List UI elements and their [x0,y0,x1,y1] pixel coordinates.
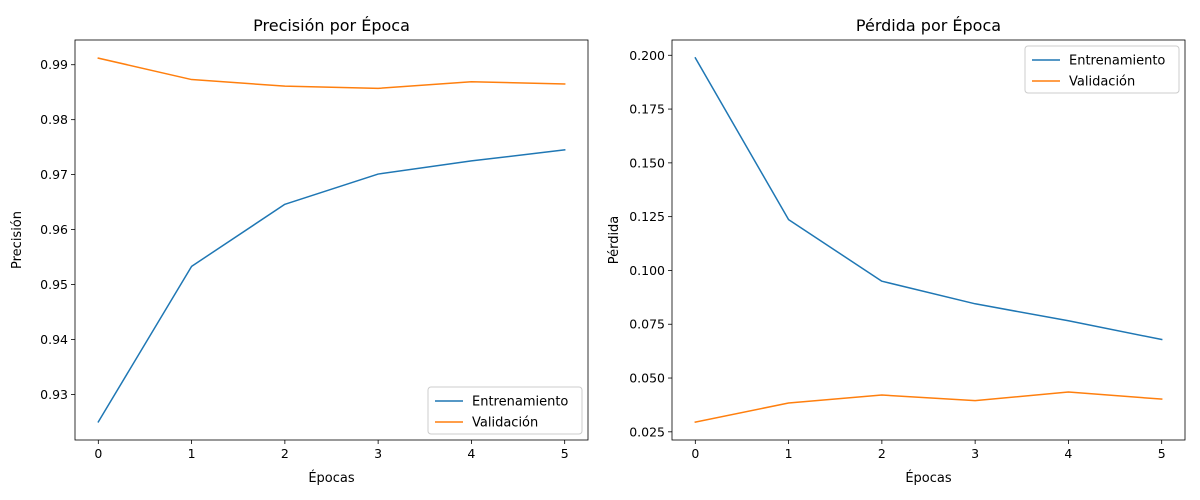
accuracy-chart: 0 1 2 3 4 5 0.93 0.94 0.95 0.96 0.97 0.98 0.99 Precis… [10,16,589,486]
loss-series-line-train [694,56,1163,341]
y-tick-label: 0.050 [629,371,665,386]
accuracy-series-line-validation [97,57,566,90]
y-tick-label: 0.96 [40,222,68,237]
x-tick-label: 4 [467,446,475,461]
accuracy-x-axis-label: Épocas [308,470,355,486]
loss-series-line-validation [694,391,1163,424]
x-tick-label: 2 [281,446,289,461]
loss-chart: 0 1 2 3 4 5 0.025 0.050 0.075 0.100 0.125 0.150 0.17… [607,16,1186,486]
y-tick-label: 0.100 [629,263,665,278]
x-tick-label: 1 [188,446,196,461]
y-tick-label: 0.99 [40,57,68,72]
legend-box [1024,45,1180,94]
accuracy-legend: Entrenamiento Validación [427,386,583,435]
x-tick-label: 5 [1158,446,1166,461]
loss-chart-title: Pérdida por Época [856,16,1001,35]
accuracy-chart-title: Precisión por Época [253,16,410,35]
legend-label: Entrenamiento [1069,54,1165,69]
loss-x-axis-label: Épocas [905,470,952,486]
y-tick-label: 0.97 [40,167,68,182]
x-tick-label: 2 [878,446,886,461]
y-tick-label: 0.075 [629,317,665,332]
accuracy-axes-frame [74,39,589,441]
y-tick-label: 0.98 [40,112,68,127]
loss-legend: Entrenamiento Validación [1024,45,1180,94]
y-tick-label: 0.125 [629,209,665,224]
y-tick-label: 0.93 [40,387,68,402]
y-tick-label: 0.150 [629,155,665,170]
x-tick-label: 0 [94,446,102,461]
loss-axes-frame [671,39,1186,441]
legend-label: Validación [472,416,538,431]
accuracy-series-line-train [97,149,566,423]
x-tick-label: 0 [691,446,699,461]
y-tick-label: 0.94 [40,332,68,347]
y-tick-label: 0.200 [629,48,665,63]
y-tick-label: 0.025 [629,424,665,439]
legend-box [427,386,583,435]
x-tick-label: 1 [785,446,793,461]
legend-label: Entrenamiento [472,395,568,410]
accuracy-y-axis-label: Precisión [10,211,25,269]
x-tick-label: 4 [1064,446,1072,461]
y-tick-label: 0.95 [40,277,68,292]
legend-label: Validación [1069,75,1135,90]
y-tick-label: 0.175 [629,102,665,117]
x-tick-label: 3 [971,446,979,461]
x-tick-label: 5 [561,446,569,461]
loss-y-axis-label: Pérdida [607,216,622,265]
x-tick-label: 3 [374,446,382,461]
